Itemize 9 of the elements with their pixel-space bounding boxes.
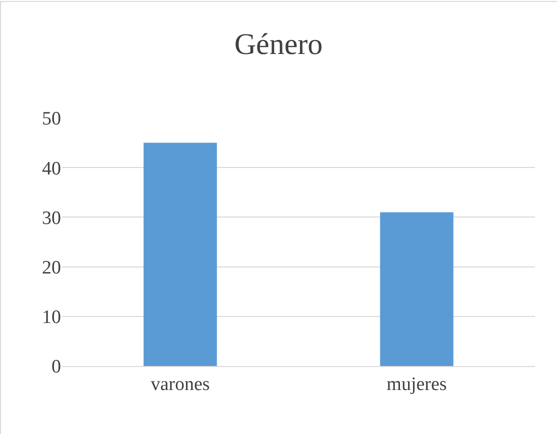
x-tick-label: varones [150, 374, 210, 395]
x-tick-label: mujeres [386, 374, 447, 395]
y-tick-label: 40 [42, 158, 61, 180]
y-tick-label: 50 [42, 108, 61, 130]
chart-title: Género [234, 28, 323, 61]
y-tick-label: 10 [42, 307, 61, 328]
y-tick-label: 30 [42, 208, 61, 229]
y-tick-label: 0 [52, 356, 61, 378]
y-tick-label: 20 [42, 257, 61, 278]
